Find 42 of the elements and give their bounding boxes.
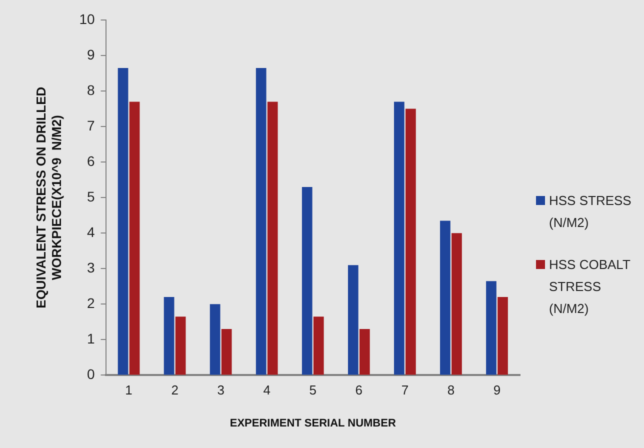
bar xyxy=(313,316,324,375)
x-tick-label: 7 xyxy=(401,382,409,398)
bar xyxy=(256,68,266,375)
y-tick-label: 8 xyxy=(86,82,95,98)
bar xyxy=(175,316,186,375)
y-tick-label: 5 xyxy=(86,188,95,204)
x-tick-label: 2 xyxy=(171,382,178,398)
bar xyxy=(129,102,140,375)
bar xyxy=(486,281,496,375)
bar xyxy=(348,265,358,375)
x-tick-label: 6 xyxy=(355,382,363,398)
y-axis-title: EQUIVALENT STRESS ON DRILLED WORKPIECE(X10^9 N/M2) xyxy=(33,86,64,308)
bar xyxy=(406,108,416,375)
bar xyxy=(498,297,508,375)
y-tick-label: 9 xyxy=(86,46,95,62)
x-tick-label: 3 xyxy=(217,382,224,398)
x-tick-label: 4 xyxy=(263,382,270,398)
y-tick-label: 4 xyxy=(86,224,95,240)
bar xyxy=(210,304,220,375)
y-tick-label: 3 xyxy=(86,260,95,276)
y-tick-label: 1 xyxy=(86,330,95,347)
bar xyxy=(359,329,370,375)
bar xyxy=(452,233,462,375)
y-tick-label: 6 xyxy=(86,152,95,169)
y-tick-label: 0 xyxy=(86,366,95,382)
x-tick-label: 9 xyxy=(493,382,501,398)
bar xyxy=(394,102,404,375)
bar xyxy=(302,186,312,375)
x-tick-label: 8 xyxy=(447,382,455,398)
legend-label: HSS STRESS (N/M2) xyxy=(549,192,632,232)
x-tick-label: 1 xyxy=(125,382,132,398)
bar xyxy=(221,329,232,375)
y-tick-label: 7 xyxy=(86,117,95,134)
x-axis-title: EXPERIMENT SERIAL NUMBER xyxy=(230,417,396,430)
y-tick-label: 10 xyxy=(79,10,95,27)
x-tick-label: 5 xyxy=(309,382,317,398)
bar xyxy=(440,220,450,375)
bar xyxy=(164,297,174,375)
legend-label: HSS COBALT STRESS (N/M2) xyxy=(549,256,632,318)
y-tick-label: 2 xyxy=(86,295,95,312)
bar xyxy=(267,102,278,375)
bar xyxy=(118,68,128,375)
